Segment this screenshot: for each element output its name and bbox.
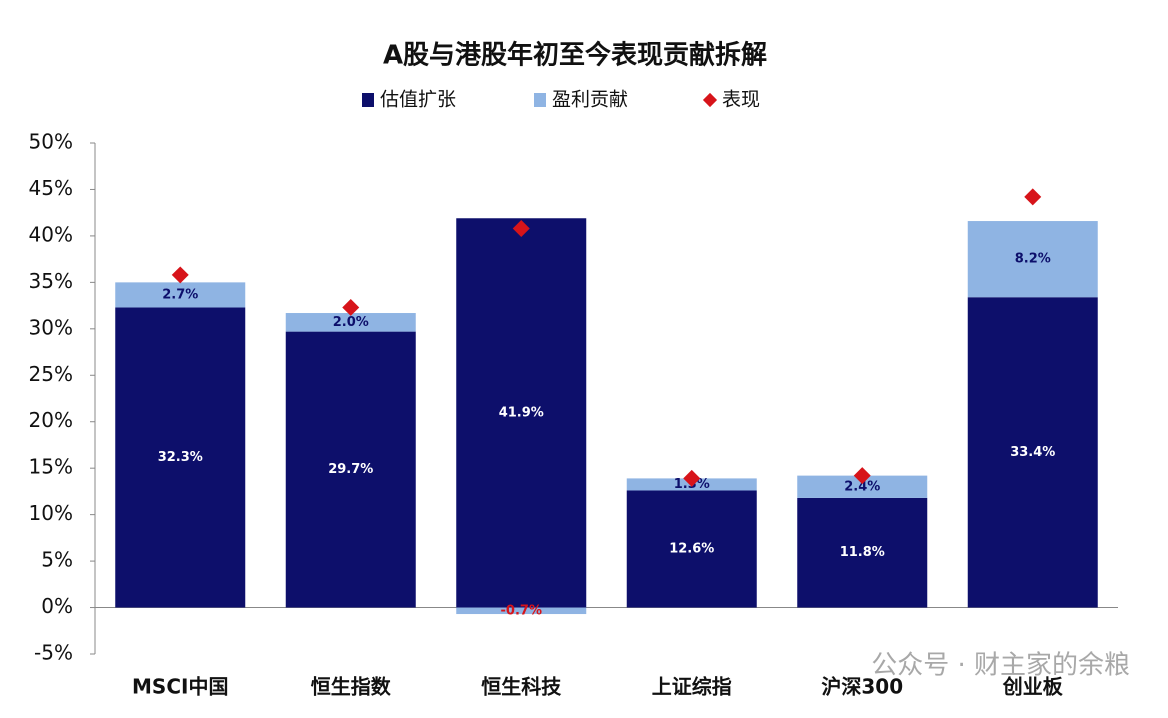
value-label: 41.9% <box>499 405 544 420</box>
value-label: 2.0% <box>333 315 369 330</box>
value-label: -0.7% <box>501 603 542 618</box>
x-tick-label: 恒生科技 <box>481 675 562 699</box>
y-tick-label: 0% <box>41 594 73 618</box>
legend-label: 估值扩张 <box>380 89 456 111</box>
bar-segment <box>285 331 416 608</box>
bar-segment <box>967 221 1098 298</box>
y-tick-label: 35% <box>29 269 73 293</box>
value-label: 32.3% <box>158 450 203 465</box>
bar-segment <box>456 607 587 615</box>
x-tick-label: 沪深300 <box>821 675 903 699</box>
bar-segment <box>115 282 246 308</box>
bar-segment <box>797 497 928 608</box>
value-label: 12.6% <box>669 542 714 557</box>
chart-title: A股与港股年初至今表现贡献拆解 <box>383 40 767 71</box>
y-tick-label: -5% <box>34 641 73 665</box>
value-label: 8.2% <box>1015 252 1051 267</box>
x-tick-label: 创业板 <box>1002 675 1064 699</box>
y-tick-label: 10% <box>29 501 73 525</box>
legend-marker <box>534 93 546 107</box>
value-label: 11.8% <box>840 545 885 560</box>
value-label: 29.7% <box>328 462 373 477</box>
performance-marker <box>512 219 530 237</box>
performance-marker <box>853 467 871 485</box>
bar-segment <box>797 475 928 498</box>
legend-marker <box>702 92 718 108</box>
bar-segment <box>456 218 587 608</box>
y-tick-label: 5% <box>41 548 73 572</box>
y-tick-label: 15% <box>29 455 73 479</box>
bar-segment <box>115 307 246 608</box>
y-tick-label: 25% <box>29 362 73 386</box>
value-label: 2.4% <box>844 479 880 494</box>
watermark: 公众号 · 财主家的余粮 <box>871 651 1130 681</box>
bar-segment <box>285 313 416 332</box>
y-tick-label: 30% <box>29 315 73 339</box>
value-label: 2.7% <box>162 287 198 302</box>
performance-marker <box>683 469 701 487</box>
y-tick-label: 45% <box>29 176 73 200</box>
value-label: 33.4% <box>1010 445 1055 460</box>
y-tick-label: 50% <box>29 130 73 154</box>
bar-segment <box>967 297 1098 608</box>
performance-marker <box>171 266 189 284</box>
x-tick-label: 恒生指数 <box>311 675 392 699</box>
bar-segment <box>626 490 757 608</box>
performance-marker <box>342 298 360 316</box>
legend-label: 表现 <box>722 89 760 111</box>
x-tick-label: 上证综指 <box>652 675 732 699</box>
y-tick-label: 40% <box>29 222 73 246</box>
legend-marker <box>362 93 374 107</box>
legend-label: 盈利贡献 <box>552 89 628 111</box>
y-tick-label: 20% <box>29 408 73 432</box>
x-tick-label: MSCI中国 <box>132 675 228 699</box>
